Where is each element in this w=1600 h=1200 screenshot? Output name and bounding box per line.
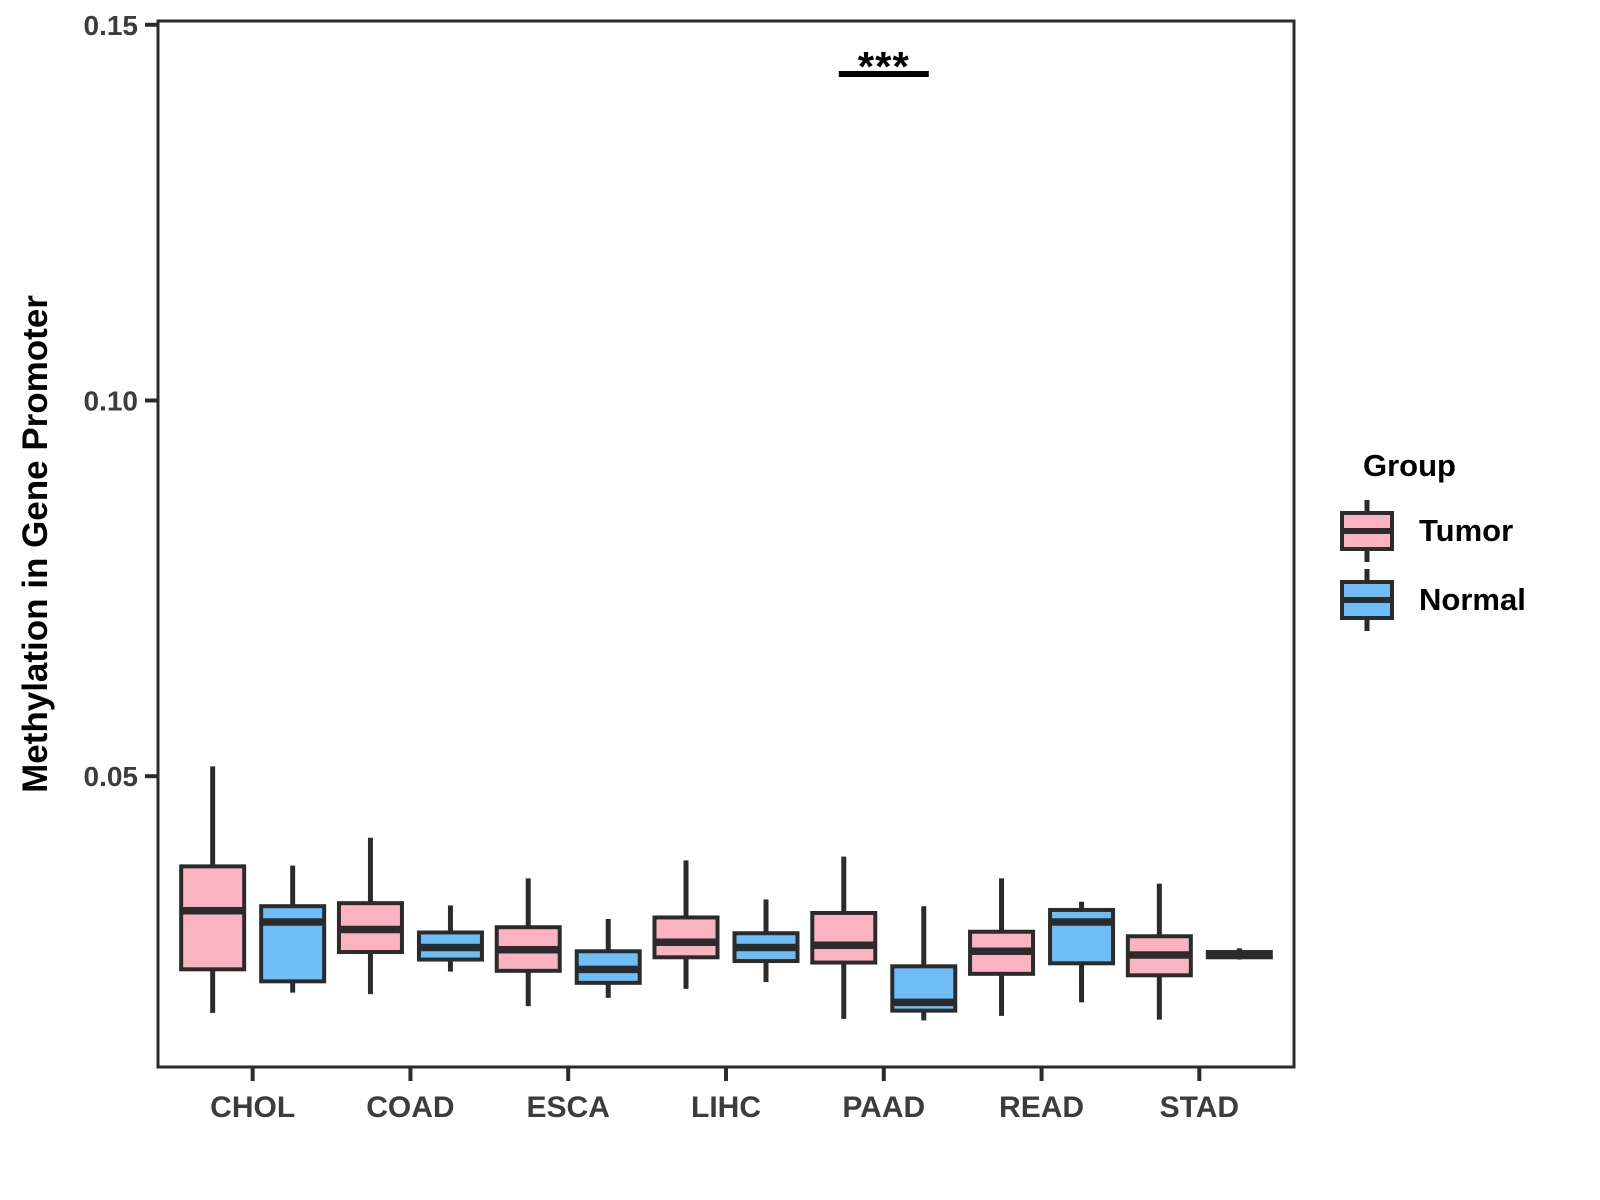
box-READ-Normal xyxy=(1048,907,1116,966)
x-tick-label-LIHC: LIHC xyxy=(691,1091,761,1124)
x-tick-label-READ: READ xyxy=(999,1091,1084,1124)
box-CHOL-Tumor xyxy=(179,864,247,972)
plot-panel xyxy=(158,21,1294,1067)
tumor-boxplot-glyph xyxy=(1340,499,1394,562)
legend: Group Tumor Normal xyxy=(1338,448,1526,634)
y-tick-label-0.10: 0.10 xyxy=(84,385,139,416)
significance-stars-PAAD: *** xyxy=(858,43,910,90)
normal-boxplot-glyph xyxy=(1340,568,1394,631)
legend-label-tumor: Tumor xyxy=(1419,512,1514,548)
box-LIHC-Tumor xyxy=(652,915,720,960)
x-tick-label-PAAD: PAAD xyxy=(842,1091,925,1124)
significance-line-PAAD xyxy=(838,71,929,77)
legend-entry-tumor: Tumor xyxy=(1338,496,1526,565)
x-tick-label-ESCA: ESCA xyxy=(527,1091,610,1124)
box-PAAD-Tumor xyxy=(810,910,878,965)
y-tick-label-0.05: 0.05 xyxy=(84,761,139,792)
x-tick-label-COAD: COAD xyxy=(366,1091,454,1124)
x-tick-label-CHOL: CHOL xyxy=(210,1091,295,1124)
y-axis-title: Methylation in Gene Promoter xyxy=(16,295,55,793)
y-tick-label-0.15: 0.15 xyxy=(84,10,139,41)
box-CHOL-Normal xyxy=(259,904,327,984)
legend-title: Group xyxy=(1363,448,1456,483)
x-tick-label-STAD: STAD xyxy=(1160,1091,1239,1124)
legend-label-normal: Normal xyxy=(1419,581,1526,617)
legend-entry-normal: Normal xyxy=(1338,565,1526,634)
